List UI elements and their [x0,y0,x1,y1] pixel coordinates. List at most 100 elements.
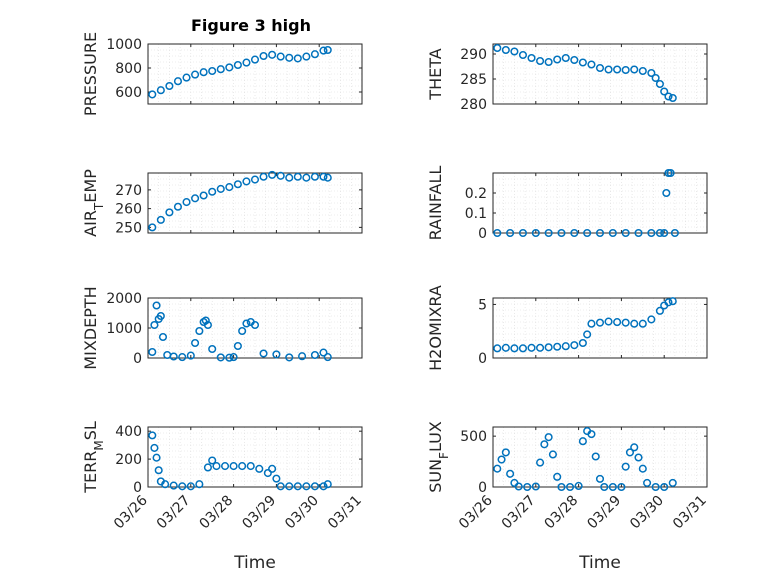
data-point [531,482,540,491]
data-point [156,311,165,321]
data-point [540,440,549,449]
data-point [561,342,570,351]
data-point [621,462,630,471]
data-point [255,464,264,473]
figure-title: Figure 3 high [191,16,311,35]
y-tick-label: 0 [478,226,487,242]
data-point [662,188,671,198]
data-point [655,79,664,89]
data-point [518,344,528,353]
data-point [293,482,302,491]
axes-box [492,426,708,488]
data-point [655,306,664,315]
data-point [169,481,178,490]
data-point [259,172,268,181]
data-point [233,60,242,70]
data-point [506,228,515,238]
data-point [293,172,302,181]
data-point [625,448,635,457]
data-point [216,184,225,193]
data-point [191,70,200,79]
data-point [578,437,587,446]
data-point [191,338,200,348]
data-point [285,353,294,362]
data-point [229,353,238,362]
data-point [242,58,251,67]
data-point [165,81,174,91]
data-point [660,228,669,238]
data-point [570,55,579,65]
data-point [199,191,208,200]
data-point [199,68,208,77]
data-point [595,63,605,73]
data-point [182,73,191,82]
panel-pressure: 600 800 1000 PRESSURE [81,32,363,116]
data-point [506,469,515,478]
data-point [660,87,669,96]
data-point [638,464,647,473]
data-point [150,320,159,330]
data-point [655,228,664,238]
data-point [208,344,217,354]
data-point [173,77,183,86]
y-tick-label: 1000 [106,37,142,53]
data-point [518,50,528,60]
data-point [544,343,553,352]
data-point [178,482,187,491]
data-point [182,198,191,207]
data-point [595,474,605,483]
data-point [595,228,605,238]
y-tick-label: 2000 [106,291,142,307]
data-point [570,228,579,238]
data-point [238,462,247,471]
data-point [544,433,553,442]
data-point [216,65,225,74]
y-tick-label: 5 [478,297,487,313]
data-point [285,482,294,491]
data-point [161,480,170,489]
data-point [493,344,502,353]
data-point [156,86,165,95]
data-point [660,482,669,492]
data-point [208,66,217,76]
data-point [651,482,660,492]
y-axis-label: TERRMSL [81,421,106,494]
y-tick-label: 0 [478,480,487,496]
data-point [302,482,311,491]
data-point [518,228,528,238]
data-point [527,53,536,63]
y-tick-label: 400 [115,424,142,440]
data-point [617,482,626,492]
data-point [208,187,217,196]
data-point [651,73,660,83]
data-point [493,43,502,53]
data-point [647,68,656,78]
data-point [578,58,587,67]
data-point [553,342,562,351]
data-point [604,65,613,74]
y-tick-label: 0.2 [465,186,487,202]
data-point [195,480,204,489]
data-point [203,320,212,330]
data-point [493,228,502,238]
data-point [323,353,332,362]
data-point [634,228,643,238]
data-point [268,170,277,179]
data-point [548,450,557,459]
data-point [510,344,519,353]
data-point [148,223,157,232]
data-point [276,482,285,491]
data-point [201,316,210,325]
data-point [544,228,553,238]
y-tick-label: 0.1 [465,206,487,222]
data-point [242,177,251,186]
data-point [501,45,510,55]
data-point [557,228,566,238]
data-point [608,228,617,238]
data-point [527,343,536,352]
data-point [638,319,647,328]
data-point [531,228,540,238]
data-point [250,320,260,330]
y-tick-label: 285 [460,72,487,88]
